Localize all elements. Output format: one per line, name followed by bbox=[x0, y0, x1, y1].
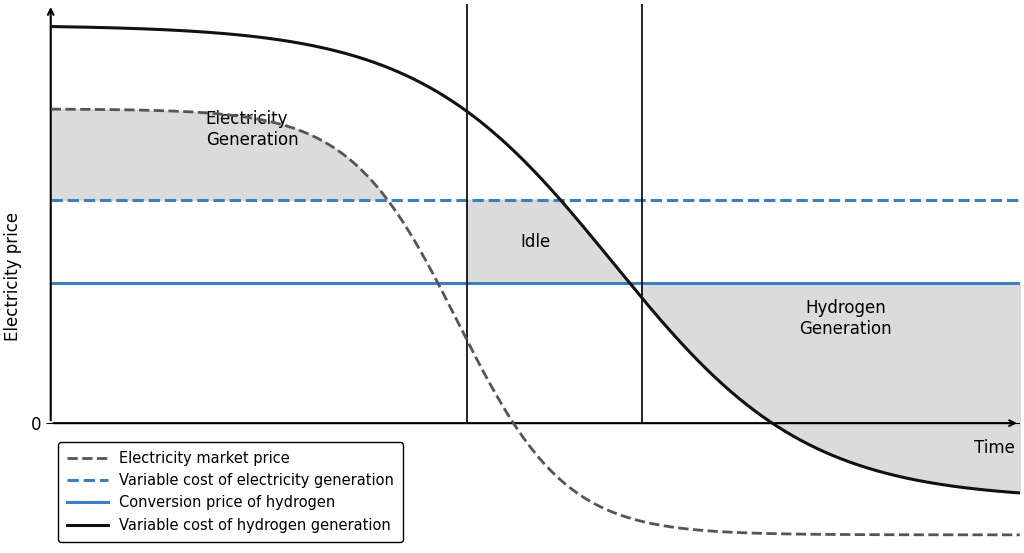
Text: Electricity
Generation: Electricity Generation bbox=[206, 111, 298, 149]
Legend: Electricity market price, Variable cost of electricity generation, Conversion pr: Electricity market price, Variable cost … bbox=[58, 442, 402, 541]
Y-axis label: Electricity price: Electricity price bbox=[4, 212, 23, 341]
Text: Time: Time bbox=[974, 439, 1015, 457]
Text: Hydrogen
Generation: Hydrogen Generation bbox=[799, 299, 892, 338]
Text: Idle: Idle bbox=[520, 233, 551, 251]
